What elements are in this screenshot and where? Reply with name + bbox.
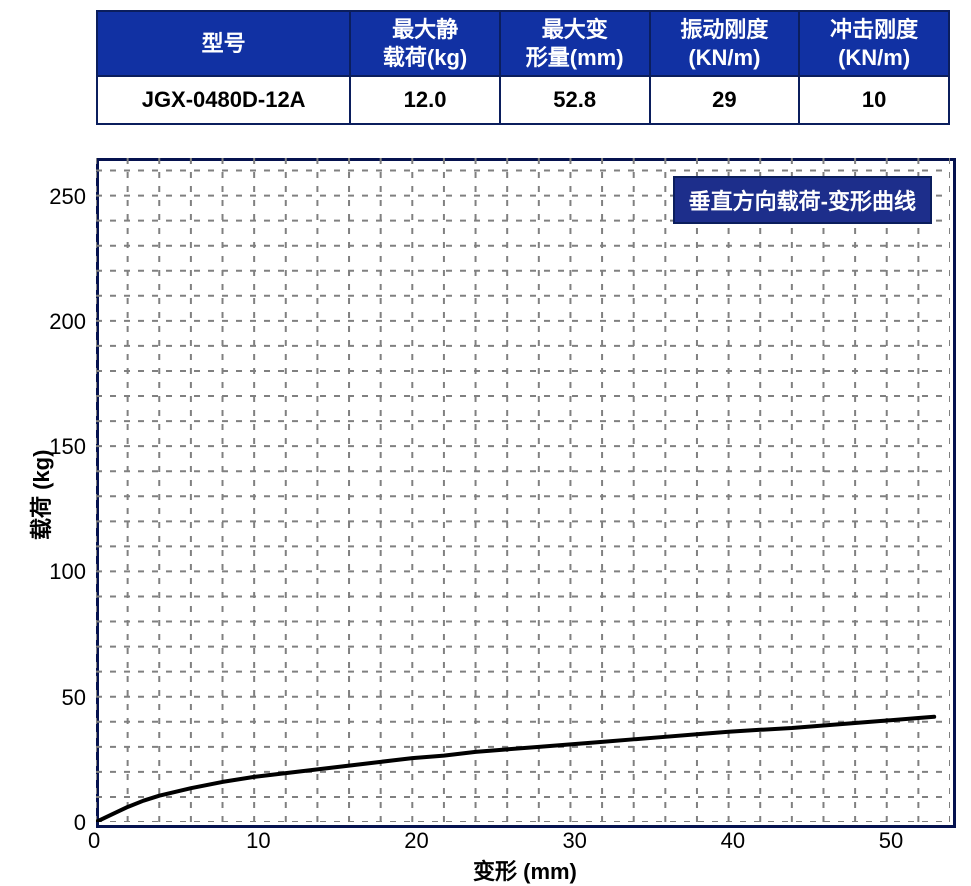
- y-tick: 100: [49, 559, 86, 585]
- cell-4: 10: [799, 76, 949, 124]
- x-tick: 30: [562, 828, 586, 854]
- header-cell-3: 振动刚度 (KN/m): [650, 11, 800, 76]
- header-cell-2-line1: 最大变: [542, 17, 608, 42]
- legend-text: 垂直方向载荷-变形曲线: [689, 189, 916, 214]
- x-tick: 50: [879, 828, 903, 854]
- x-axis-label: 变形 (mm): [473, 854, 577, 886]
- spec-table: 型号 最大静 载荷(kg) 最大变 形量(mm) 振动刚度 (KN/m) 冲击刚…: [96, 10, 950, 125]
- x-tick: 10: [246, 828, 270, 854]
- cell-2: 52.8: [500, 76, 650, 124]
- header-cell-3-line2: (KN/m): [688, 45, 760, 70]
- y-tick: 50: [62, 685, 86, 711]
- cell-0: JGX-0480D-12A: [97, 76, 350, 124]
- y-axis-label: 载荷 (kg): [24, 450, 56, 540]
- plot-area: 垂直方向载荷-变形曲线: [96, 158, 950, 822]
- header-row: 型号 最大静 载荷(kg) 最大变 形量(mm) 振动刚度 (KN/m) 冲击刚…: [97, 11, 949, 76]
- cell-1: 12.0: [350, 76, 500, 124]
- header-cell-0: 型号: [97, 11, 350, 76]
- y-tick: 150: [49, 434, 86, 460]
- header-cell-2-line2: 形量(mm): [526, 45, 624, 70]
- x-tick: 40: [721, 828, 745, 854]
- chart-legend: 垂直方向载荷-变形曲线: [673, 176, 932, 224]
- x-tick: 0: [88, 828, 100, 854]
- y-tick: 0: [74, 810, 86, 836]
- header-cell-2: 最大变 形量(mm): [500, 11, 650, 76]
- y-tick: 250: [49, 184, 86, 210]
- x-tick: 20: [404, 828, 428, 854]
- header-cell-4-line1: 冲击刚度: [830, 17, 918, 42]
- cell-3: 29: [650, 76, 800, 124]
- data-row: JGX-0480D-12A 12.0 52.8 29 10: [97, 76, 949, 124]
- header-cell-1: 最大静 载荷(kg): [350, 11, 500, 76]
- y-tick: 200: [49, 309, 86, 335]
- plot-svg: [96, 158, 950, 822]
- header-cell-4: 冲击刚度 (KN/m): [799, 11, 949, 76]
- header-cell-1-line1: 最大静: [392, 17, 458, 42]
- header-cell-4-line2: (KN/m): [838, 45, 910, 70]
- header-cell-0-line1: 型号: [202, 31, 246, 56]
- header-cell-1-line2: 载荷(kg): [383, 45, 467, 70]
- header-cell-3-line1: 振动刚度: [680, 17, 768, 42]
